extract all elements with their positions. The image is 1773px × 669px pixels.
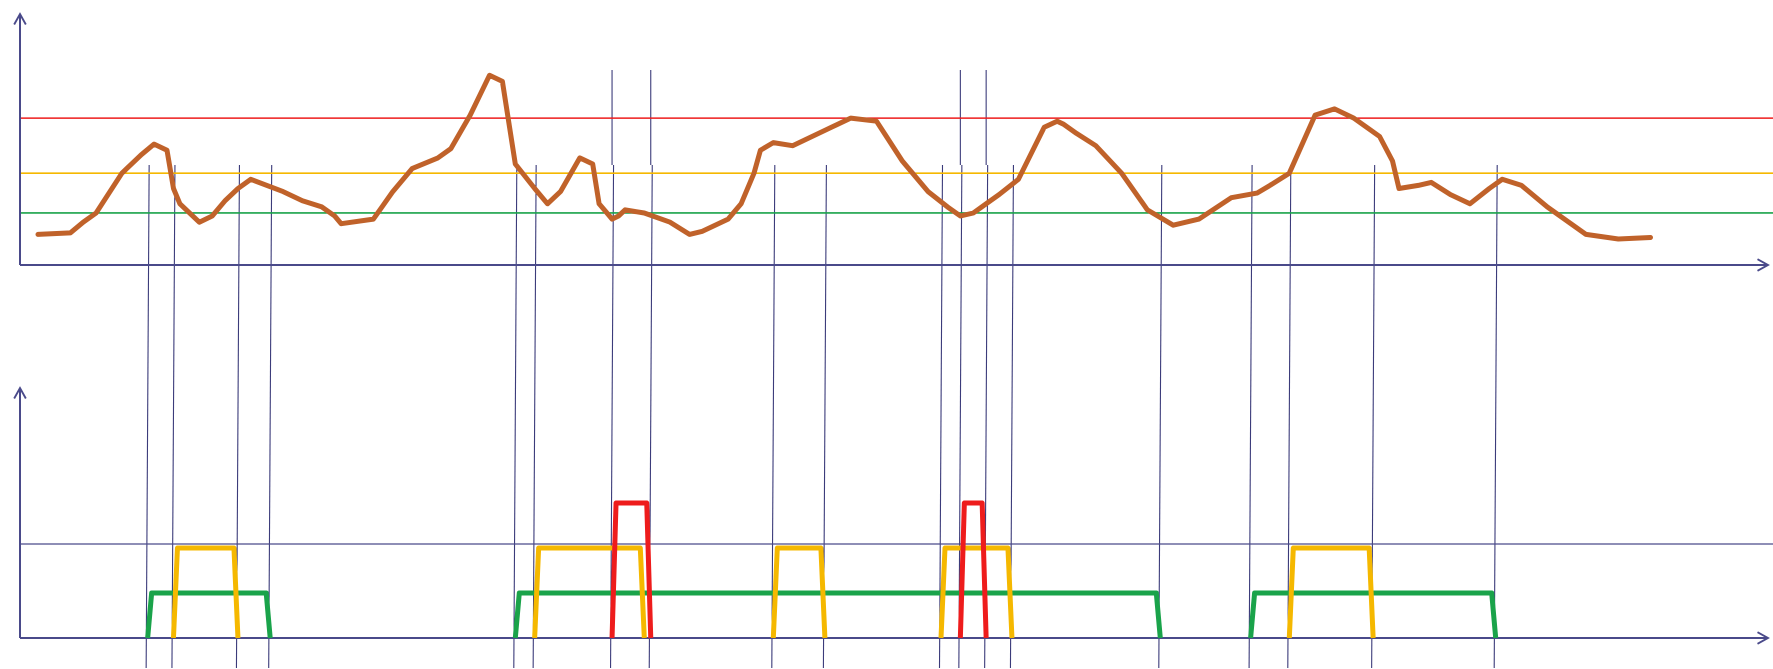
green-pulse-0: [145, 590, 273, 639]
guide-line-11: [958, 164, 963, 669]
guide-line-10: [938, 164, 944, 669]
guide-line-4: [513, 164, 518, 669]
guide-line-3: [268, 164, 273, 669]
green-pulse-1: [512, 590, 1163, 639]
guide-line-6: [609, 164, 615, 669]
guide-line-18: [1493, 164, 1498, 669]
guide-line-0: [145, 164, 150, 669]
red-pulse-0: [609, 500, 654, 639]
signal-line: [35, 72, 1653, 242]
guide-line-5: [532, 164, 537, 669]
guide-line-1: [171, 164, 176, 669]
yellow-pulse-2: [770, 545, 828, 639]
guide-line-16: [1287, 164, 1292, 669]
guide-line-8: [771, 164, 776, 669]
signal-curve: [35, 72, 1653, 242]
guide-line-14: [1158, 164, 1163, 669]
guide-line-15: [1248, 164, 1253, 669]
red-pulse-1: [957, 500, 989, 639]
yellow-pulse-0: [170, 545, 241, 639]
threshold-lines: [20, 117, 1773, 214]
yellow-pulse-1: [532, 545, 647, 639]
pulse-trains: [145, 500, 1499, 639]
yellow-pulse-3: [938, 545, 1015, 639]
axes: [13, 12, 1773, 645]
yellow-pulse-4: [1286, 545, 1376, 639]
